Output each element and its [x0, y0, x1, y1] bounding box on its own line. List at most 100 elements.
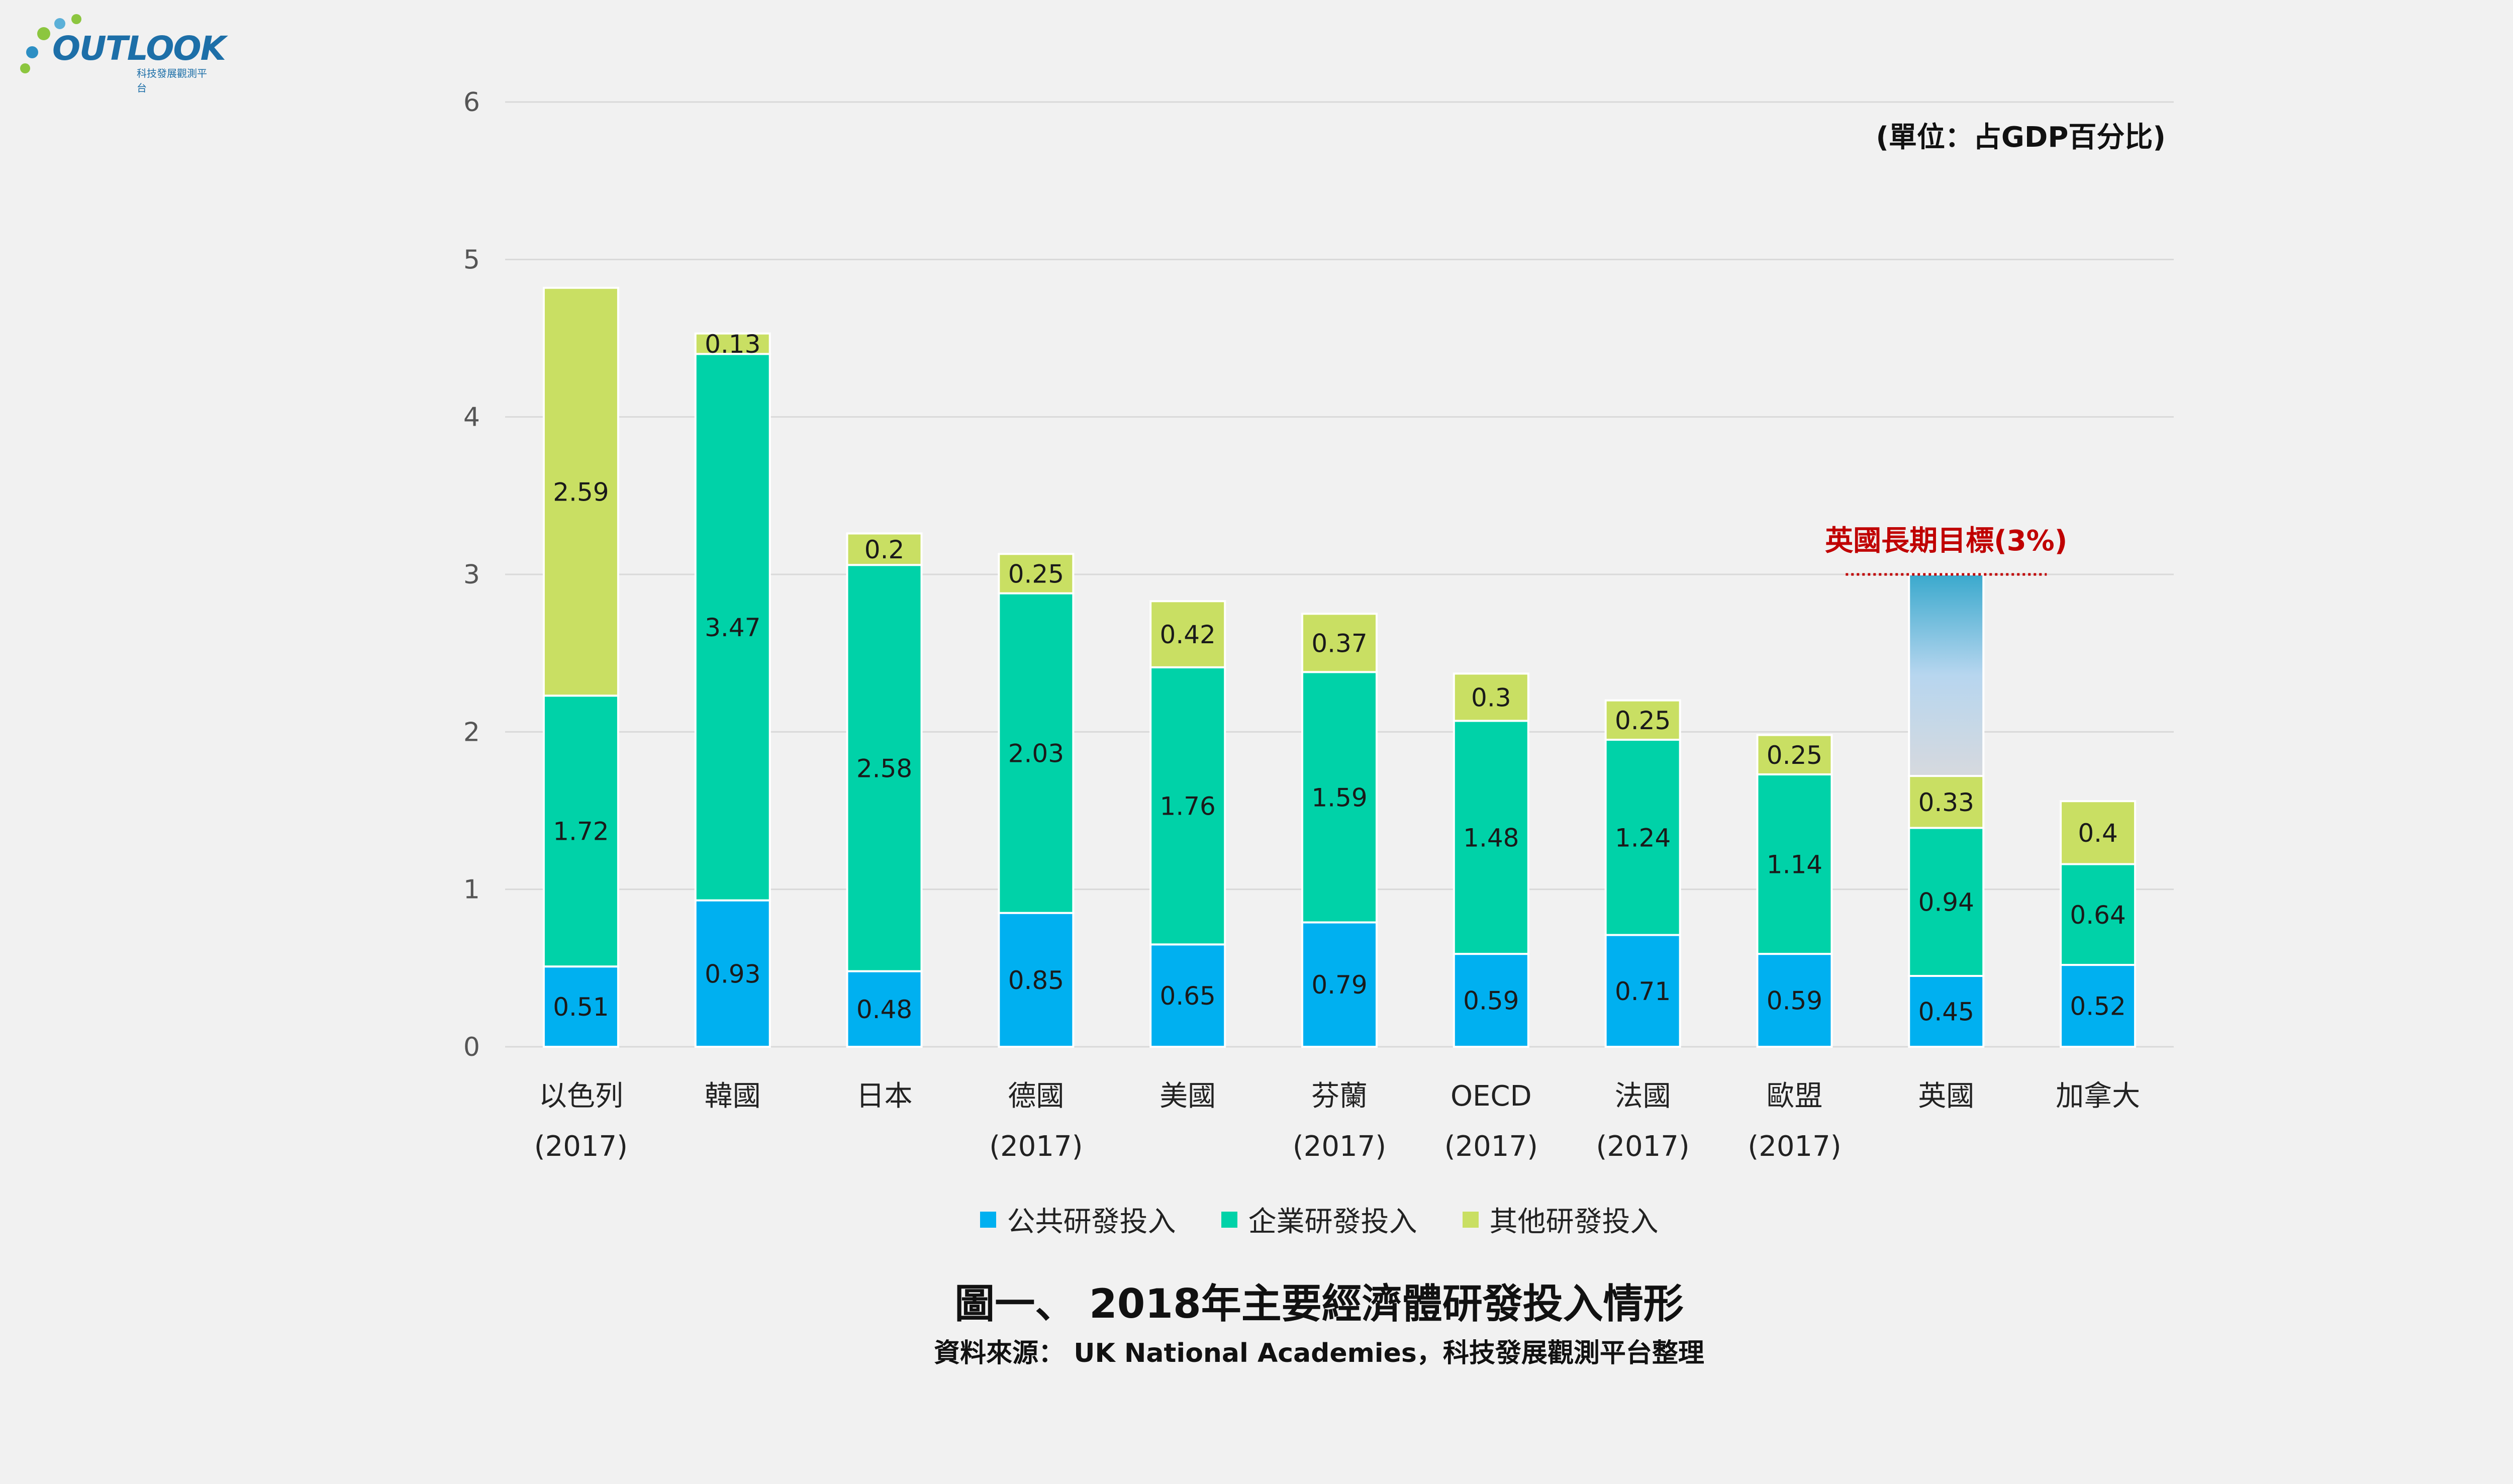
- legend: 公共研發投入 企業研發投入 其他研發投入: [0, 1199, 2513, 1240]
- data-label: 2.59: [553, 478, 609, 507]
- y-tick-label: 4: [463, 403, 480, 433]
- x-tick-label: 以色列: [539, 1080, 623, 1113]
- bar-segment: [542, 965, 619, 1048]
- bar-segment: [846, 970, 923, 1048]
- x-tick-label: (2017): [1293, 1130, 1386, 1163]
- data-label: 1.14: [1767, 850, 1822, 879]
- legend-label-public: 公共研發投入: [1007, 1206, 1176, 1238]
- data-label: 0.3: [1471, 683, 1511, 712]
- data-label: 2.58: [856, 754, 912, 783]
- legend-swatch-other: [1462, 1211, 1479, 1228]
- x-tick-label: (2017): [1748, 1130, 1841, 1163]
- data-label: 1.24: [1615, 823, 1671, 852]
- bar-segment: [1908, 827, 1985, 977]
- bar-segment: [998, 912, 1075, 1048]
- y-tick-label: 2: [463, 717, 480, 747]
- target-annotation: 英國長期目標(3%): [1825, 525, 2067, 777]
- x-tick-label: 美國: [1159, 1080, 1216, 1113]
- bar-segment: [1301, 921, 1378, 1048]
- figure-source: 資料來源： UK National Academies，科技發展觀測平台整理: [934, 1338, 1704, 1368]
- data-label: 0.37: [1311, 629, 1367, 658]
- x-tick-label: 芬蘭: [1311, 1080, 1368, 1113]
- x-tick-label: (2017): [534, 1130, 628, 1163]
- data-label: 1.72: [553, 817, 609, 846]
- outlook-logo: OUTLOOK 科技發展觀測平台: [17, 7, 226, 94]
- x-tick-label: (2017): [1444, 1130, 1538, 1163]
- bar-segment: [1908, 775, 1985, 829]
- data-label: 0.42: [1160, 620, 1216, 649]
- data-label: 0.2: [864, 535, 905, 564]
- data-label: 0.25: [1008, 559, 1064, 588]
- data-label: 0.59: [1767, 986, 1822, 1016]
- bar-segment: [1604, 739, 1681, 936]
- data-label: 0.71: [1615, 977, 1671, 1006]
- legend-item-business: 企業研發投入: [1221, 1199, 1417, 1240]
- legend-swatch-public: [980, 1211, 996, 1228]
- legend-item-other: 其他研發投入: [1462, 1199, 1659, 1240]
- data-label: 1.59: [1311, 783, 1367, 812]
- x-tick-label: 英國: [1918, 1080, 1974, 1113]
- data-label: 0.4: [2078, 819, 2118, 848]
- legend-label-other: 其他研發投入: [1489, 1206, 1659, 1238]
- unit-label: (單位：占GDP百分比): [1876, 121, 2166, 154]
- bar-segment: [998, 592, 1075, 914]
- bar-segment: [1301, 613, 1378, 673]
- x-tick-label: 歐盟: [1766, 1080, 1822, 1113]
- logo-subtext: 科技發展觀測平台: [137, 67, 207, 94]
- y-tick-label: 1: [463, 875, 480, 905]
- x-tick-label: 加拿大: [2056, 1080, 2140, 1113]
- data-label: 0.64: [2070, 901, 2125, 930]
- data-label: 1.76: [1160, 792, 1216, 821]
- x-axis-ticks: 以色列 (2017) 韓國 日本 德國 (2017) 美國 芬蘭 (2017) OECD (2017…: [534, 1080, 2140, 1163]
- y-tick-label: 6: [463, 87, 480, 118]
- data-labels: 0.51 1.72 2.59 0.93 3.47 0.13 0.48 2.58 0.2 0.85 2…: [553, 330, 2126, 1027]
- y-tick-label: 0: [463, 1032, 480, 1062]
- data-label: 0.79: [1311, 970, 1367, 1000]
- x-tick-label: (2017): [1596, 1130, 1690, 1163]
- bar-segment: [1301, 671, 1378, 924]
- x-tick-label: (2017): [989, 1130, 1083, 1163]
- x-tick-label: 德國: [1008, 1080, 1064, 1113]
- data-label: 0.94: [1918, 888, 1974, 917]
- data-label: 0.33: [1918, 788, 1974, 817]
- logo-text: OUTLOOK: [52, 29, 226, 68]
- bar-segment: [1453, 672, 1529, 722]
- bar-segment: [1756, 953, 1833, 1048]
- bar-segment: [542, 286, 619, 697]
- data-label: 0.25: [1615, 706, 1671, 735]
- x-tick-label: OECD: [1451, 1080, 1532, 1113]
- bar-segment: [1453, 720, 1529, 955]
- figure-title: 圖一、 2018年主要經濟體研發投入情形: [954, 1280, 1684, 1327]
- data-label: 0.52: [2070, 992, 2125, 1021]
- bars: [542, 286, 2137, 1048]
- bar-segment: [1908, 975, 1985, 1048]
- legend-swatch-business: [1221, 1211, 1237, 1228]
- bar-segment: [694, 353, 771, 902]
- bar-segment: [1604, 934, 1681, 1048]
- bar-segment: [542, 695, 619, 968]
- data-label: 0.93: [705, 959, 760, 988]
- y-axis-ticks: 0 1 2 3 4 5 6: [463, 87, 480, 1062]
- data-label: 0.51: [553, 993, 609, 1022]
- x-tick-label: 法國: [1615, 1080, 1671, 1113]
- x-tick-label: 韓國: [705, 1080, 761, 1113]
- y-tick-label: 3: [463, 560, 480, 590]
- bar-segment: [998, 553, 1075, 595]
- bar-segment: [1149, 943, 1226, 1048]
- bar-segment: [1756, 734, 1833, 775]
- bar-segment: [846, 564, 923, 972]
- bar-segment: [846, 532, 923, 566]
- data-label: 0.25: [1767, 741, 1822, 770]
- x-tick-label: 日本: [856, 1080, 913, 1113]
- data-label: 3.47: [705, 613, 760, 642]
- legend-label-business: 企業研發投入: [1248, 1206, 1417, 1238]
- data-label: 0.45: [1918, 998, 1974, 1027]
- data-label: 2.03: [1008, 739, 1064, 768]
- target-label: 英國長期目標(3%): [1825, 525, 2067, 557]
- data-label: 0.65: [1160, 981, 1216, 1011]
- data-label: 1.48: [1463, 823, 1519, 852]
- y-tick-label: 5: [463, 245, 480, 275]
- bar-segment: [1149, 666, 1226, 946]
- target-gap-bar: [1908, 573, 1985, 777]
